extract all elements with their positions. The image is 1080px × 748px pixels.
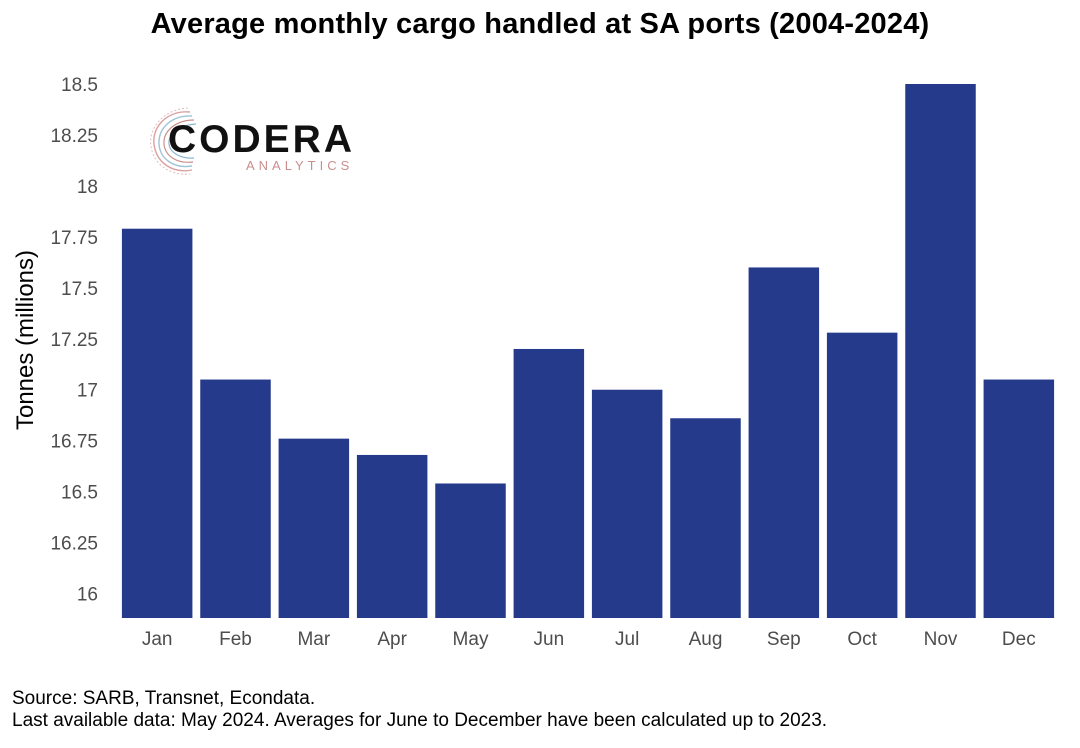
x-tick-label: Jan xyxy=(142,629,173,650)
bar-jul xyxy=(591,389,663,618)
y-tick-label: 16.25 xyxy=(50,534,98,555)
bars xyxy=(121,84,1055,618)
y-axis-label: Tonnes (millions) xyxy=(12,250,39,430)
logo-swirl-icon xyxy=(150,107,197,175)
data-note: Last available data: May 2024. Averages … xyxy=(12,710,828,731)
y-tick-label: 18.25 xyxy=(50,126,98,147)
x-tick-label: Jul xyxy=(615,629,639,650)
x-axis-ticks: Jan Feb Mar Apr May Jun Jul Aug Sep Oct Nov Dec xyxy=(142,629,1036,650)
y-tick-label: 17.75 xyxy=(50,228,98,249)
bar-may xyxy=(435,483,506,618)
x-tick-label: Aug xyxy=(689,629,723,650)
x-tick-label: Nov xyxy=(924,629,958,650)
bar-mar xyxy=(278,438,350,618)
bar-jan xyxy=(121,228,193,618)
bar-sep xyxy=(748,267,820,618)
logo-name: CODERA xyxy=(168,118,356,161)
y-tick-label: 16.75 xyxy=(50,432,98,453)
y-axis-ticks: 16 16.25 16.5 16.75 17 17.25 17.5 17.75 18 18.25 1… xyxy=(50,75,98,606)
x-tick-label: Sep xyxy=(767,629,801,650)
bar-jun xyxy=(513,348,585,618)
y-tick-label: 17 xyxy=(77,381,98,402)
bar-apr xyxy=(356,454,428,618)
y-tick-label: 17.25 xyxy=(50,330,98,351)
x-tick-label: Feb xyxy=(219,629,252,650)
x-tick-label: May xyxy=(453,629,489,650)
x-tick-label: Oct xyxy=(847,629,877,650)
codera-logo: CODERA ANALYTICS xyxy=(150,106,360,176)
y-tick-label: 18 xyxy=(77,177,98,198)
y-tick-label: 18.5 xyxy=(61,75,98,96)
bar-feb xyxy=(200,379,271,618)
bar-nov xyxy=(905,84,976,618)
x-tick-label: Apr xyxy=(377,629,407,650)
logo-subtitle: ANALYTICS xyxy=(246,158,354,173)
bar-oct xyxy=(826,332,898,618)
x-tick-label: Jun xyxy=(534,629,565,650)
bar-aug xyxy=(670,418,741,618)
bar-dec xyxy=(983,379,1055,618)
chart-title: Average monthly cargo handled at SA port… xyxy=(150,8,930,40)
x-tick-label: Mar xyxy=(297,629,330,650)
y-tick-label: 16 xyxy=(77,585,98,606)
chart-footer: Source: SARB, Transnet, Econdata. Last a… xyxy=(12,688,827,732)
source-note: Source: SARB, Transnet, Econdata. xyxy=(12,688,316,709)
x-tick-label: Dec xyxy=(1002,629,1036,650)
y-tick-label: 17.5 xyxy=(61,279,98,300)
y-tick-label: 16.5 xyxy=(61,483,98,504)
